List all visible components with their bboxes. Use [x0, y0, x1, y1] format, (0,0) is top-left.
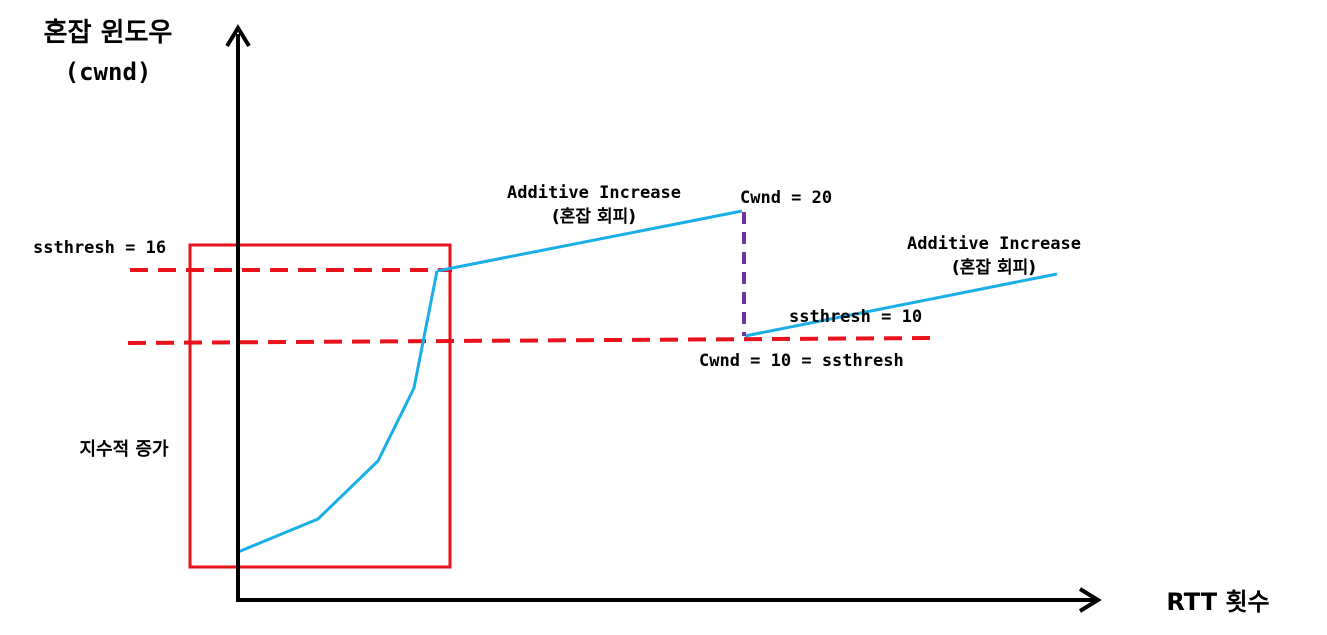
- ssthresh-16-label: ssthresh = 16: [33, 238, 166, 258]
- x-axis-arrow-icon: [1078, 587, 1102, 613]
- slow-start-highlight-box: [188, 243, 452, 569]
- additive-increase-line-2: [744, 272, 1058, 338]
- exponential-growth-label: 지수적 증가: [79, 439, 169, 460]
- congestion-avoidance-2-label: (혼잡 회피): [952, 257, 1036, 278]
- cwnd-20-label: Cwnd = 20: [740, 188, 832, 208]
- ssthresh-10-line: [127, 336, 936, 345]
- congestion-avoidance-1-label: (혼잡 회피): [552, 206, 636, 227]
- cwnd-10-label: Cwnd = 10 = ssthresh: [699, 351, 904, 371]
- ssthresh-10-label: ssthresh = 10: [789, 307, 922, 327]
- y-axis-title-line1: 혼잡 윈도우: [44, 18, 173, 48]
- x-axis-title: RTT 횟수: [1166, 588, 1269, 616]
- slow-start-curve: [237, 270, 439, 554]
- additive-increase-2-label: Additive Increase: [907, 234, 1081, 254]
- additive-increase-line-1: [436, 209, 743, 273]
- y-axis-arrow-icon: [225, 24, 251, 48]
- additive-increase-1-label: Additive Increase: [507, 183, 681, 203]
- y-axis-title-line2: (cwnd): [65, 58, 152, 86]
